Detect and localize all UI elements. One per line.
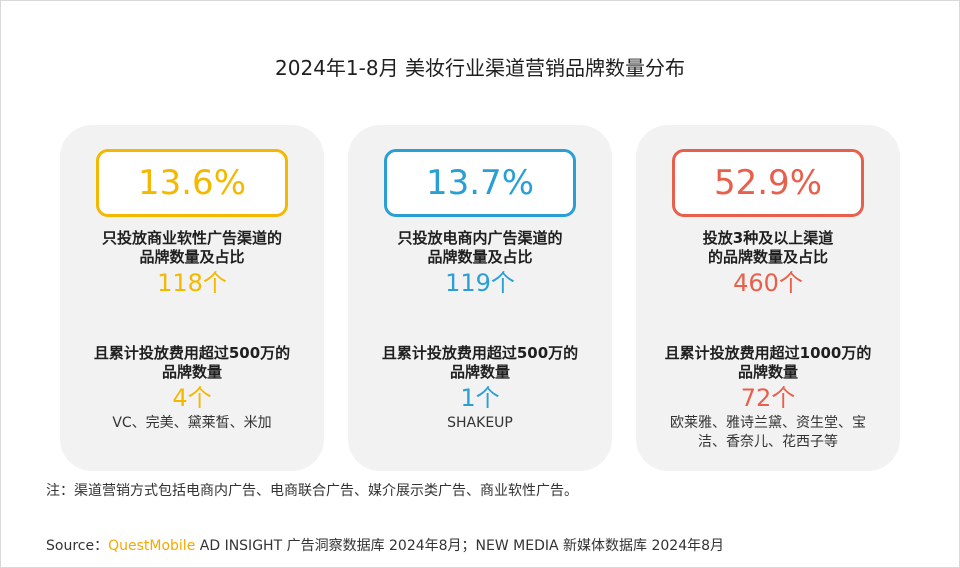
- desc-line: 的品牌数量及占比: [707, 248, 828, 266]
- source-line: Source：QuestMobile AD INSIGHT 广告洞察数据库 20…: [46, 535, 724, 555]
- sub-brand-count: 4个: [172, 384, 212, 412]
- brand-list: SHAKEUP: [447, 415, 513, 431]
- brand-list: 欧莱雅、雅诗兰黛、资生堂、宝: [670, 415, 866, 431]
- desc-line: 品牌数量及占比: [139, 248, 245, 266]
- sub-desc-line: 品牌数量: [737, 363, 798, 381]
- sub-desc-line: 品牌数量: [449, 363, 510, 381]
- sub-brand-count: 72个: [740, 384, 796, 412]
- percent-box: 52.9%: [672, 149, 864, 217]
- percent-box: 13.7%: [384, 149, 576, 217]
- source-brand: QuestMobile: [108, 538, 196, 554]
- sub-desc-line: 且累计投放费用超过1000万的: [664, 344, 872, 362]
- desc-line: 品牌数量及占比: [427, 248, 533, 266]
- source-label: Source：: [46, 538, 109, 554]
- desc-line: 只投放电商内广告渠道的: [397, 229, 563, 247]
- card-ecommerce-ads: 13.7% 只投放电商内广告渠道的 品牌数量及占比 119个 且累计投放费用超过…: [348, 125, 612, 471]
- desc-line: 投放3种及以上渠道: [702, 229, 834, 247]
- sub-desc-line: 且累计投放费用超过500万的: [381, 344, 579, 362]
- brand-count: 460个: [733, 269, 803, 297]
- brand-list: VC、完美、黛莱皙、米加: [112, 415, 272, 431]
- card-three-plus-channels: 52.9% 投放3种及以上渠道 的品牌数量及占比 460个 且累计投放费用超过1…: [636, 125, 900, 471]
- sub-desc-line: 且累计投放费用超过500万的: [93, 344, 291, 362]
- sub-brand-count: 1个: [460, 384, 500, 412]
- brand-count: 119个: [445, 269, 515, 297]
- source-detail: AD INSIGHT 广告洞察数据库 2024年8月；NEW MEDIA 新媒体…: [195, 538, 725, 554]
- chart-title: 2024年1-8月 美妆行业渠道营销品牌数量分布: [275, 56, 685, 80]
- brand-list: 洁、香奈儿、花西子等: [698, 434, 838, 450]
- percent-box: 13.6%: [96, 149, 288, 217]
- footnote: 注：渠道营销方式包括电商内广告、电商联合广告、媒介展示类广告、商业软性广告。: [46, 483, 578, 499]
- card-commercial-soft-ads: 13.6% 只投放商业软性广告渠道的 品牌数量及占比 118个 且累计投放费用超…: [60, 125, 324, 471]
- desc-line: 只投放商业软性广告渠道的: [101, 229, 282, 247]
- brand-count: 118个: [157, 269, 227, 297]
- sub-desc-line: 品牌数量: [161, 363, 222, 381]
